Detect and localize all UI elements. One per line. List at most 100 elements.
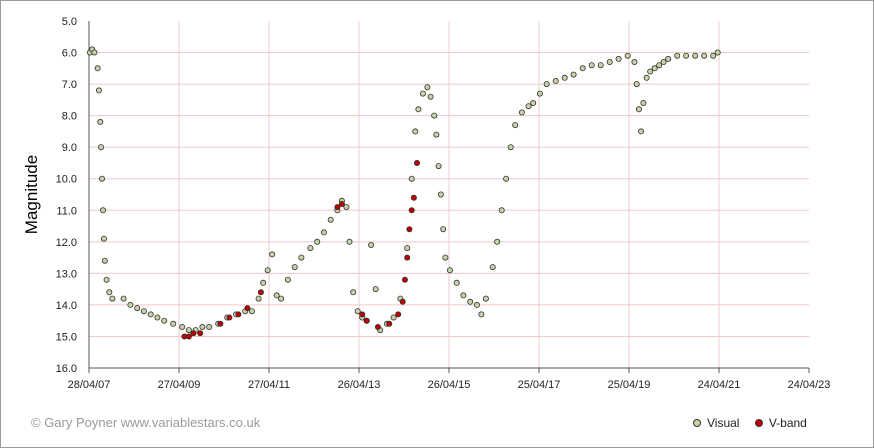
y-tick-label: 9.0 <box>62 142 77 154</box>
data-point-visual <box>640 100 647 107</box>
data-point-visual <box>503 175 510 182</box>
y-tick-label: 13.0 <box>56 268 77 280</box>
data-point-vband <box>374 323 381 330</box>
data-point-visual <box>638 128 645 135</box>
data-point-visual <box>518 109 525 116</box>
data-point-visual <box>647 68 654 75</box>
data-point-vband <box>359 311 366 318</box>
x-tick-label: 25/04/19 <box>608 379 651 391</box>
data-point-visual <box>674 52 681 59</box>
y-tick-label: 14.0 <box>56 300 77 312</box>
data-point-visual <box>95 87 102 94</box>
data-point-vband <box>404 254 411 261</box>
y-tick-label: 11.0 <box>56 205 77 217</box>
data-point-visual <box>424 84 431 91</box>
data-point-visual <box>97 118 104 125</box>
data-point-visual <box>482 295 489 302</box>
data-point-visual <box>368 241 375 248</box>
data-point-visual <box>140 308 147 315</box>
data-point-visual <box>100 207 107 214</box>
data-point-visual <box>656 62 663 69</box>
data-point-visual <box>248 308 255 315</box>
data-point-visual <box>660 59 667 66</box>
data-point-visual <box>147 311 154 318</box>
data-point-vband <box>401 276 408 283</box>
y-tick-label: 12.0 <box>56 237 77 249</box>
data-point-visual <box>440 226 447 233</box>
x-tick-label: 28/04/07 <box>68 379 111 391</box>
data-point-visual <box>408 175 415 182</box>
data-point-vband <box>185 333 192 340</box>
data-point-vband <box>338 200 345 207</box>
x-tick-label: 26/04/13 <box>338 379 381 391</box>
data-point-visual <box>435 163 442 170</box>
data-point-visual <box>103 276 110 283</box>
data-point-visual <box>473 301 480 308</box>
data-point-vband <box>226 314 233 321</box>
legend-item-vband: V-band <box>754 416 807 430</box>
data-point-visual <box>298 254 305 261</box>
data-point-vband <box>217 320 224 327</box>
y-tick-label: 16.0 <box>56 363 77 375</box>
data-point-visual <box>170 320 177 327</box>
data-point-visual <box>665 55 672 62</box>
data-point-visual <box>106 289 113 296</box>
data-point-visual <box>714 49 721 56</box>
data-point-visual <box>530 100 537 107</box>
data-point-visual <box>98 144 105 151</box>
scatter-chart: 5.0 6.0 7.0 8.0 9.0 10.0 11.0 12.0 13.0 14.0 15.0 1… <box>22 16 831 391</box>
data-point-visual <box>597 62 604 69</box>
data-point-visual <box>692 52 699 59</box>
data-point-visual <box>99 175 106 182</box>
data-point-visual <box>633 81 640 88</box>
data-point-visual <box>419 90 426 97</box>
data-point-visual <box>94 65 101 72</box>
data-point-visual <box>354 308 361 315</box>
data-point-visual <box>307 245 314 252</box>
legend-marker-visual <box>693 419 701 427</box>
data-point-vband <box>399 298 406 305</box>
data-point-vband <box>406 226 413 233</box>
x-tick-label: 24/04/23 <box>788 379 831 391</box>
data-point-visual <box>412 128 419 135</box>
data-point-vband <box>257 289 264 296</box>
data-point-vband <box>408 207 415 214</box>
data-point-visual <box>536 90 543 97</box>
data-point-visual <box>561 74 568 81</box>
y-tick-label: 10.0 <box>56 174 77 186</box>
data-point-vband <box>235 311 242 318</box>
data-point-visual <box>635 106 642 113</box>
y-tick-label: 7.0 <box>62 79 77 91</box>
data-point-visual <box>478 311 485 318</box>
data-point-visual <box>624 52 631 59</box>
data-point-visual <box>651 65 658 72</box>
data-point-visual <box>372 286 379 293</box>
y-tick-label: 6.0 <box>62 48 77 60</box>
data-point-visual <box>199 323 206 330</box>
data-point-visual <box>284 276 291 283</box>
data-point-visual <box>489 264 496 271</box>
data-point-visual <box>278 295 285 302</box>
legend-marker-vband <box>754 419 763 427</box>
data-point-visual <box>415 106 422 113</box>
legend-label-vband: V-band <box>768 416 807 430</box>
data-point-visual <box>291 264 298 271</box>
data-point-vband <box>363 317 370 324</box>
data-point-visual <box>346 238 353 245</box>
y-tick-label: 8.0 <box>62 111 77 123</box>
data-point-visual <box>543 81 550 88</box>
legend-item-visual: Visual <box>693 416 739 430</box>
data-point-vband <box>395 311 402 318</box>
data-point-visual <box>433 131 440 138</box>
data-point-visual <box>579 65 586 72</box>
data-point-visual <box>525 103 532 110</box>
data-point-vband <box>190 330 197 337</box>
data-point-visual <box>615 55 622 62</box>
x-tick-label: 24/04/21 <box>698 379 741 391</box>
legend-label-visual: Visual <box>707 416 740 430</box>
data-point-visual <box>390 314 397 321</box>
data-point-visual <box>631 59 638 66</box>
data-point-visual <box>404 245 411 252</box>
data-point-visual <box>588 62 595 69</box>
